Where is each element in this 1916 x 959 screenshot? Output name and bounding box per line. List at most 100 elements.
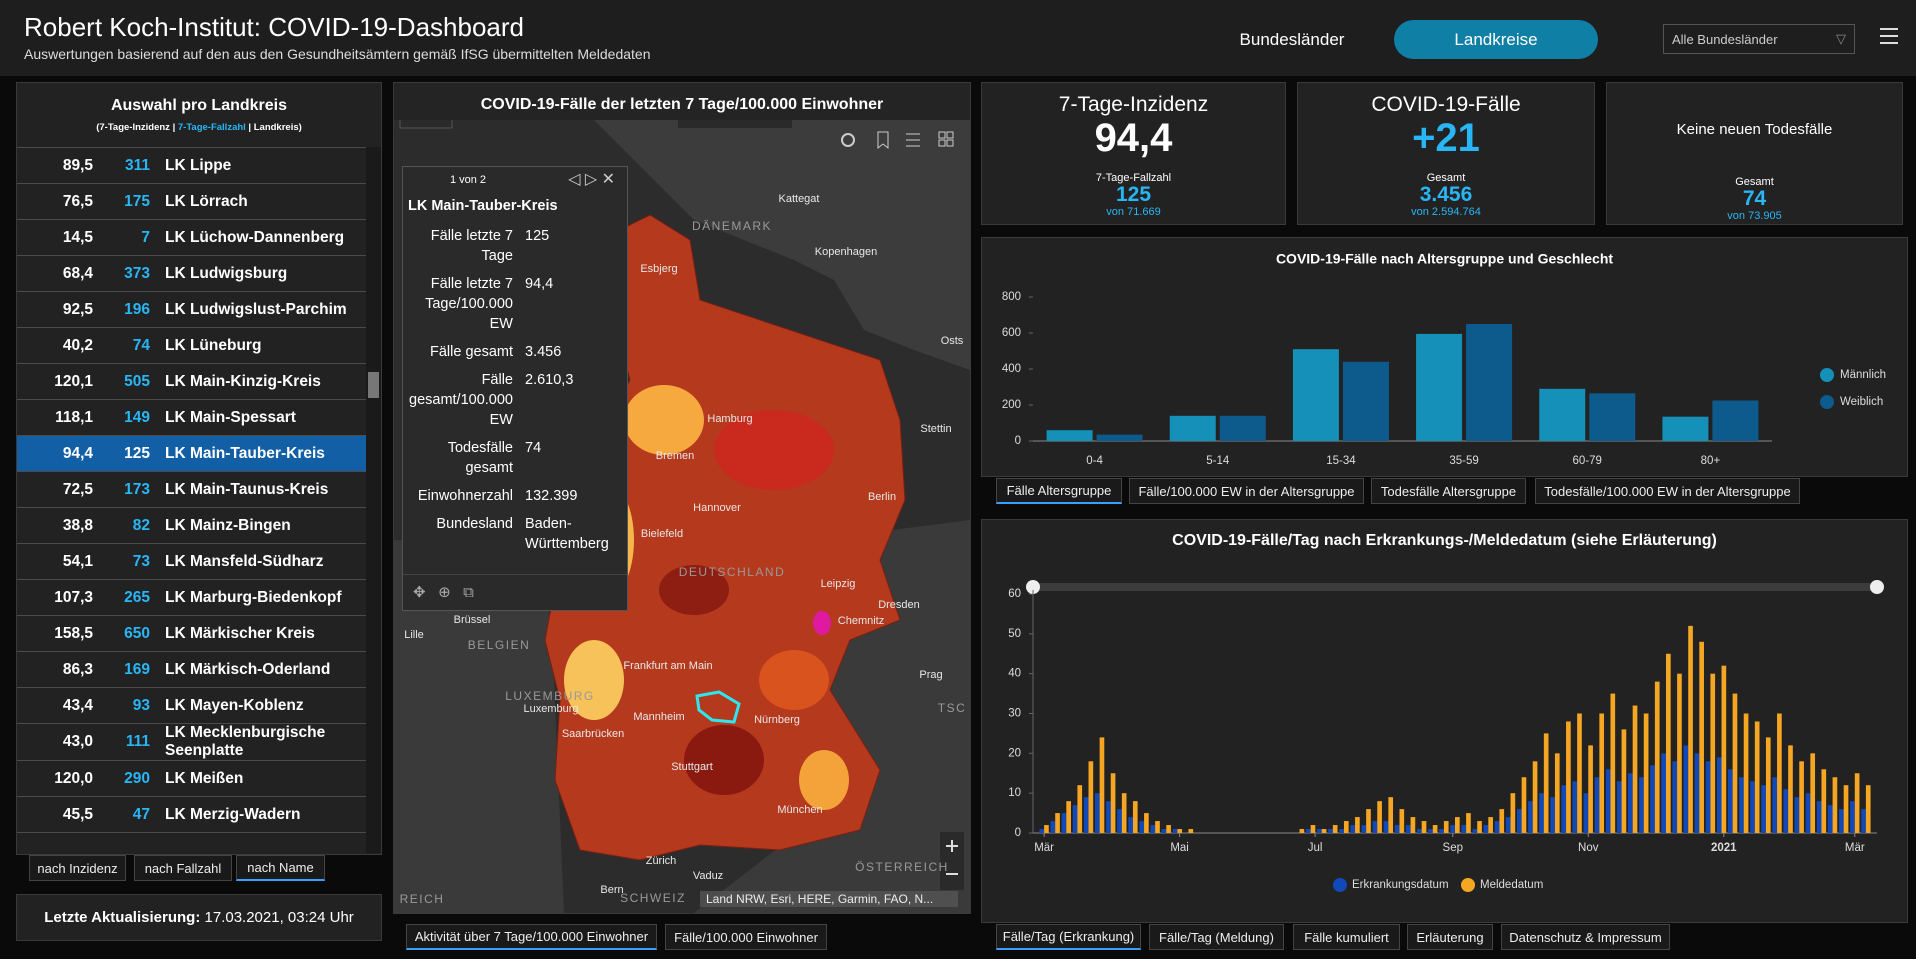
district-name: LK Mayen-Koblenz — [165, 696, 304, 714]
district-name: LK Mainz-Bingen — [165, 516, 291, 534]
district-name: LK Merzig-Wadern — [165, 805, 301, 823]
incidence: 43,0 — [62, 733, 93, 750]
scrollbar[interactable] — [366, 147, 381, 853]
case-count: 311 — [124, 156, 150, 174]
chart-tab[interactable]: Todesfälle Altersgruppe — [1371, 478, 1526, 504]
chart-tab[interactable]: Todesfälle/100.000 EW in der Altersgrupp… — [1535, 478, 1800, 504]
basemap-icon[interactable] — [938, 131, 954, 147]
stat-sub-value: 125 — [1115, 183, 1152, 206]
incidence: 120,0 — [54, 769, 93, 787]
list-row[interactable]: 120,0 290 LK Meißen — [17, 761, 366, 797]
update-value: 17.03.2021, 03:24 Uhr — [204, 909, 354, 926]
list-row[interactable]: 68,4 373 LK Ludwigsburg — [17, 256, 366, 292]
list-row[interactable]: 86,3 169 LK Märkisch-Oderland — [17, 652, 366, 688]
list-row[interactable]: 107,3 265 LK Marburg-Biedenkopf — [17, 580, 366, 616]
legend-part: 7-Tage-Fallzahl — [177, 122, 246, 133]
list-row[interactable]: 14,5 7 LK Lüchow-Dannenberg — [17, 220, 366, 256]
chart-tab[interactable]: Fälle kumuliert — [1293, 924, 1400, 950]
list-row[interactable]: 94,4 125 LK Main-Tauber-Kreis — [17, 436, 366, 472]
sort-button[interactable]: nach Fallzahl — [134, 855, 232, 881]
list-row[interactable]: 43,4 93 LK Mayen-Koblenz — [17, 688, 366, 724]
list-row[interactable]: 92,5 196 LK Ludwigslust-Parchim — [17, 292, 366, 328]
list-row[interactable]: 76,5 175 LK Lörrach — [17, 184, 366, 220]
district-name: LK Meißen — [165, 769, 244, 787]
menu-icon[interactable] — [1880, 28, 1898, 44]
map-label: Saarbrücken — [562, 728, 624, 740]
region — [714, 410, 834, 490]
incidence: 92,5 — [62, 300, 93, 318]
popup-pager: 1 von 2 — [449, 174, 487, 186]
map-tab[interactable]: Fälle/100.000 Einwohner — [665, 924, 827, 950]
chart-tab[interactable]: Fälle/100.000 EW in der Altersgruppe — [1129, 478, 1364, 504]
district-name: LK Main-Kinzig-Kreis — [165, 372, 321, 390]
list-row[interactable]: 54,1 73 LK Mansfeld-Südharz — [17, 544, 366, 580]
chart-tab[interactable]: Fälle/Tag (Erkrankung) — [996, 924, 1141, 950]
map-label: Dresden — [878, 599, 920, 611]
region — [799, 750, 849, 810]
map-label: Vaduz — [693, 870, 723, 882]
popup-field: Einwohnerzahl 132.399 — [405, 482, 627, 510]
case-count: 169 — [124, 660, 150, 678]
region — [813, 611, 831, 635]
map-label: Bielefeld — [641, 528, 683, 540]
dropdown[interactable]: Alle Bundesländer ▽ — [1663, 24, 1855, 54]
sort-button[interactable]: nach Inzidenz — [29, 855, 126, 881]
case-count: 7 — [141, 228, 150, 246]
field-value: 3.456 — [525, 344, 562, 360]
map-label: Zürich — [646, 855, 677, 867]
incidence: 86,3 — [62, 660, 93, 678]
popup-actions[interactable]: ✥ ⊕ ⧉ — [403, 574, 627, 610]
field-label: Todesfälle gesamt — [447, 440, 513, 476]
map-label: TSC — [938, 701, 967, 715]
zoom-icons[interactable] — [946, 840, 958, 875]
case-count: 93 — [132, 696, 150, 714]
district-name: LK Mecklenburgische Seenplatte — [165, 724, 326, 759]
district-name: LK Lüchow-Dannenberg — [165, 228, 345, 246]
list-row[interactable]: 72,5 173 LK Main-Taunus-Kreis — [17, 472, 366, 508]
map-tab[interactable]: Aktivität über 7 Tage/100.000 Einwohner — [406, 924, 657, 950]
popup-controls[interactable]: ◁ ▷ ✕ — [568, 171, 615, 188]
field-label: Fälle letzte 7 Tage/100.000 EW — [425, 276, 513, 332]
map-label: Kattegat — [779, 193, 820, 205]
field-value: Baden-Württemberg — [525, 516, 609, 552]
sort-button[interactable]: nach Name — [236, 855, 325, 881]
list-row[interactable]: 89,5 311 LK Lippe — [17, 148, 366, 184]
district-name: LK Märkischer Kreis — [165, 624, 315, 642]
chart-tab[interactable]: Fälle/Tag (Meldung) — [1149, 924, 1284, 950]
map-label: Mannheim — [633, 711, 684, 723]
chart-tab[interactable]: Fälle Altersgruppe — [996, 478, 1122, 504]
age-panel — [981, 237, 1908, 477]
incidence: 76,5 — [62, 192, 93, 210]
chart-tab[interactable]: Datenschutz & Impressum — [1501, 924, 1670, 950]
map-label: Osts — [941, 335, 964, 347]
toolbar-box[interactable] — [399, 120, 453, 129]
incidence: 40,2 — [62, 336, 93, 354]
list-panel: Auswahl pro Landkreis (7-Tage-Inzidenz |… — [16, 82, 382, 855]
list-row[interactable]: 45,5 47 LK Merzig-Wadern — [17, 797, 366, 833]
toolbar-box[interactable] — [678, 120, 792, 128]
nav-button[interactable]: Bundesländer — [1239, 29, 1345, 49]
app-subtitle: Auswertungen basierend auf den aus den G… — [24, 46, 651, 62]
chart-tab[interactable]: Erläuterung — [1407, 924, 1493, 950]
district-name: LK Main-Tauber-Kreis — [165, 444, 325, 462]
case-count: 290 — [124, 769, 150, 787]
list-row[interactable]: 120,1 505 LK Main-Kinzig-Kreis — [17, 364, 366, 400]
list-row[interactable]: 40,2 74 LK Lüneburg — [17, 328, 366, 364]
list-row[interactable]: 118,1 149 LK Main-Spessart — [17, 400, 366, 436]
map-land — [594, 120, 970, 370]
list-row[interactable]: 43,0 111 LK Mecklenburgische Seenplatte — [17, 724, 366, 761]
list-row[interactable]: 158,5 650 LK Märkischer Kreis — [17, 616, 366, 652]
map-label: Kopenhagen — [815, 246, 877, 258]
map-label: DÄNEMARK — [692, 219, 772, 233]
nav-button-active[interactable]: Landkreise — [1394, 20, 1598, 59]
search-icon[interactable] — [841, 133, 855, 147]
map-label: Bremen — [656, 450, 695, 462]
incidence: 158,5 — [54, 624, 93, 642]
selected-district — [695, 690, 741, 724]
district-name: LK Lippe — [165, 156, 232, 174]
list-icon[interactable] — [906, 133, 920, 147]
bookmark-icon[interactable] — [877, 131, 889, 150]
list-row[interactable]: 38,8 82 LK Mainz-Bingen — [17, 508, 366, 544]
list-rows: 89,5 311 LK Lippe 76,5 175 LK Lörrach 14,5 7 LK … — [17, 147, 366, 854]
map-label: Stuttgart — [671, 761, 713, 773]
